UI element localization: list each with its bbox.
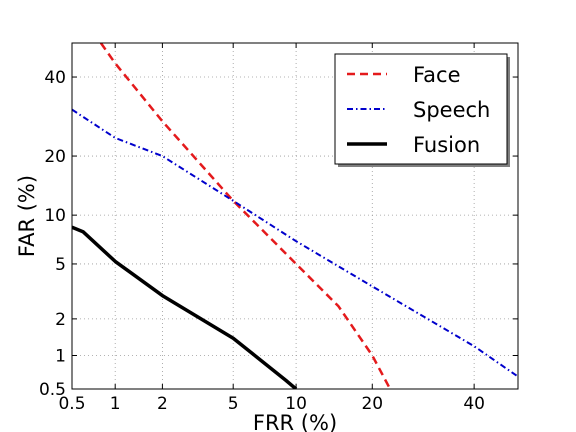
series-line-fusion [72, 225, 298, 389]
legend-label-speech: Speech [413, 98, 490, 122]
x-tick-label: 2 [157, 394, 168, 414]
y-axis-label: FAR (%) [15, 175, 39, 257]
y-tick-label: 1 [55, 346, 66, 366]
x-tick-label: 40 [463, 394, 485, 414]
legend: Face Speech Fusion [334, 53, 510, 167]
grid [72, 43, 518, 389]
x-tick-label: 0.5 [58, 394, 85, 414]
series-line-speech [72, 108, 518, 378]
ticks: 0.5 1 2 5 10 20 40 0.5 1 2 5 10 20 40 [39, 43, 518, 414]
legend-label-fusion: Fusion [413, 133, 480, 157]
y-tick-label: 0.5 [39, 380, 66, 400]
x-tick-label: 5 [228, 394, 239, 414]
y-tick-label: 20 [44, 147, 66, 167]
y-tick-label: 2 [55, 310, 66, 330]
x-axis-label: FRR (%) [253, 411, 337, 432]
x-tick-label: 10 [285, 394, 307, 414]
y-tick-label: 40 [44, 68, 66, 88]
x-tick-label: 1 [110, 394, 121, 414]
x-tick-label: 20 [361, 394, 383, 414]
series-group [72, 43, 518, 389]
series-line-face [99, 43, 392, 389]
legend-label-face: Face [413, 63, 461, 87]
y-tick-label: 10 [44, 206, 66, 226]
plot-frame [71, 42, 519, 390]
y-tick-label: 5 [55, 255, 66, 275]
